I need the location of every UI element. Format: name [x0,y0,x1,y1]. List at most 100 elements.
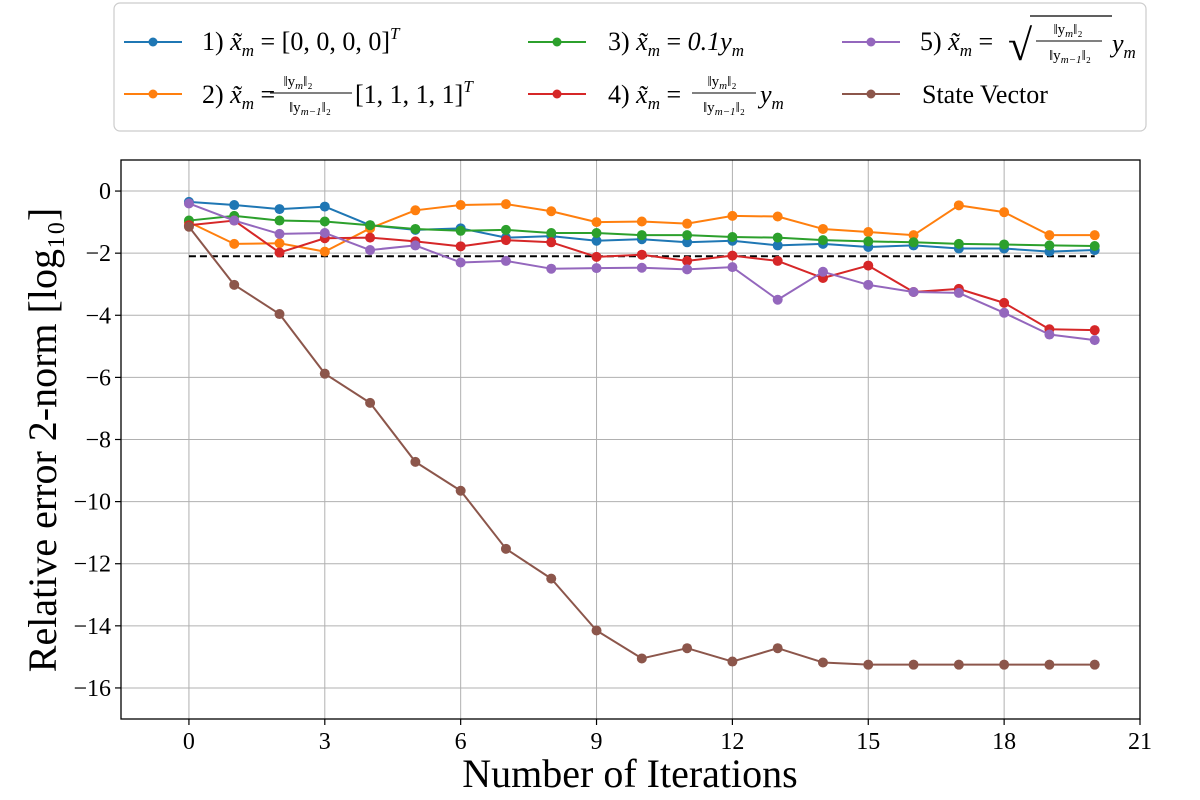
legend-swatch-marker-4 [552,89,562,99]
data-point [636,230,647,241]
data-point [772,240,783,251]
legend-swatch-marker-2 [148,89,158,99]
data-point [1044,329,1055,340]
data-point [455,257,466,268]
data-point [319,216,330,227]
legend-entry-5: 5) x̃m = √ ‖ym‖₂ ‖ym−1‖₂ ym [842,15,1136,70]
legend-label-1: 1) x̃m = [0, 0, 0, 0]T [202,24,401,60]
data-point [908,286,919,297]
data-point [1044,230,1055,241]
data-point [183,221,194,232]
data-point [455,485,466,496]
legend-swatch-marker-5 [866,37,876,47]
data-point [1089,659,1100,670]
legend-entry-2: 2) x̃m = ‖ym‖₂ ‖ym−1‖₂ [1, 1, 1, 1]T [124,74,474,118]
legend-label-5a: 5) x̃m = [920,27,993,60]
data-point [999,239,1010,250]
data-point [455,241,466,252]
series-2 [183,199,1100,257]
legend-label-6: State Vector [922,80,1048,109]
data-point [999,297,1010,308]
legend-fraction-den-2: ‖ym−1‖₂ [289,100,331,118]
legend-entry-6: State Vector [842,80,1048,109]
y-tick-label: −14 [73,614,111,640]
data-point [727,656,738,667]
data-point [500,199,511,210]
data-point [1044,659,1055,670]
series-5 [183,198,1100,346]
data-point [636,262,647,273]
data-point [229,238,240,249]
data-point [274,309,285,320]
data-point [727,250,738,261]
legend-fraction-num-2: ‖ym‖₂ [283,74,312,92]
data-point [500,543,511,554]
data-point [682,230,693,241]
x-tick-label: 0 [183,729,195,755]
data-point [682,643,693,654]
legend-swatch-marker-1 [148,37,158,47]
data-point [817,657,828,668]
data-point [410,205,421,216]
data-point [636,653,647,664]
y-tick-label: −4 [85,303,111,329]
data-point [953,238,964,249]
data-point [410,240,421,251]
data-point [319,246,330,257]
data-point [365,397,376,408]
data-point [908,237,919,248]
data-point [365,220,376,231]
y-tick-label: −2 [85,241,111,267]
data-point [863,260,874,271]
y-tick-label: −6 [85,365,111,391]
data-point [591,263,602,274]
data-point [863,227,874,238]
y-tick-label: 0 [99,179,111,205]
data-point [319,368,330,379]
data-point [727,262,738,273]
legend-sqrt-sign-5: √ [1008,21,1033,70]
legend: 1) x̃m = [0, 0, 0, 0]T 2) x̃m = ‖ym‖₂ ‖y… [113,2,1147,132]
x-tick-label: 6 [455,729,467,755]
data-point [772,232,783,243]
data-point [274,247,285,258]
data-point [863,279,874,290]
data-point [727,210,738,221]
data-point [229,200,240,211]
legend-label-4b: ym [757,80,784,113]
data-point [953,287,964,298]
data-point [546,227,557,238]
legend-fraction-num-4: ‖ym‖₂ [707,74,736,92]
data-point [863,236,874,247]
data-point [365,245,376,256]
data-point [546,237,557,248]
x-axis-title: Number of Iterations [462,751,797,796]
series-group [183,196,1100,670]
data-point [682,218,693,229]
data-point [772,294,783,305]
legend-label-2a: 2) x̃m = [202,80,275,113]
data-point [500,224,511,235]
data-point [591,217,602,228]
y-tick-label: −12 [73,552,111,578]
data-point [682,237,693,248]
legend-label-4a: 4) x̃m = [608,80,681,113]
data-point [953,200,964,211]
data-point [727,232,738,243]
data-point [636,249,647,260]
legend-label-2b: [1, 1, 1, 1]T [355,77,474,109]
data-point [999,659,1010,670]
data-point [908,230,919,241]
data-point [274,204,285,215]
data-point [546,573,557,584]
data-point [546,263,557,274]
series-3 [183,210,1100,252]
x-tick-label: 3 [319,729,331,755]
data-point [455,225,466,236]
data-point [274,228,285,239]
legend-entry-4: 4) x̃m = ‖ym‖₂ ‖ym−1‖₂ ym [528,74,784,118]
series-6 [183,221,1100,670]
data-point [410,223,421,234]
data-point [682,264,693,275]
